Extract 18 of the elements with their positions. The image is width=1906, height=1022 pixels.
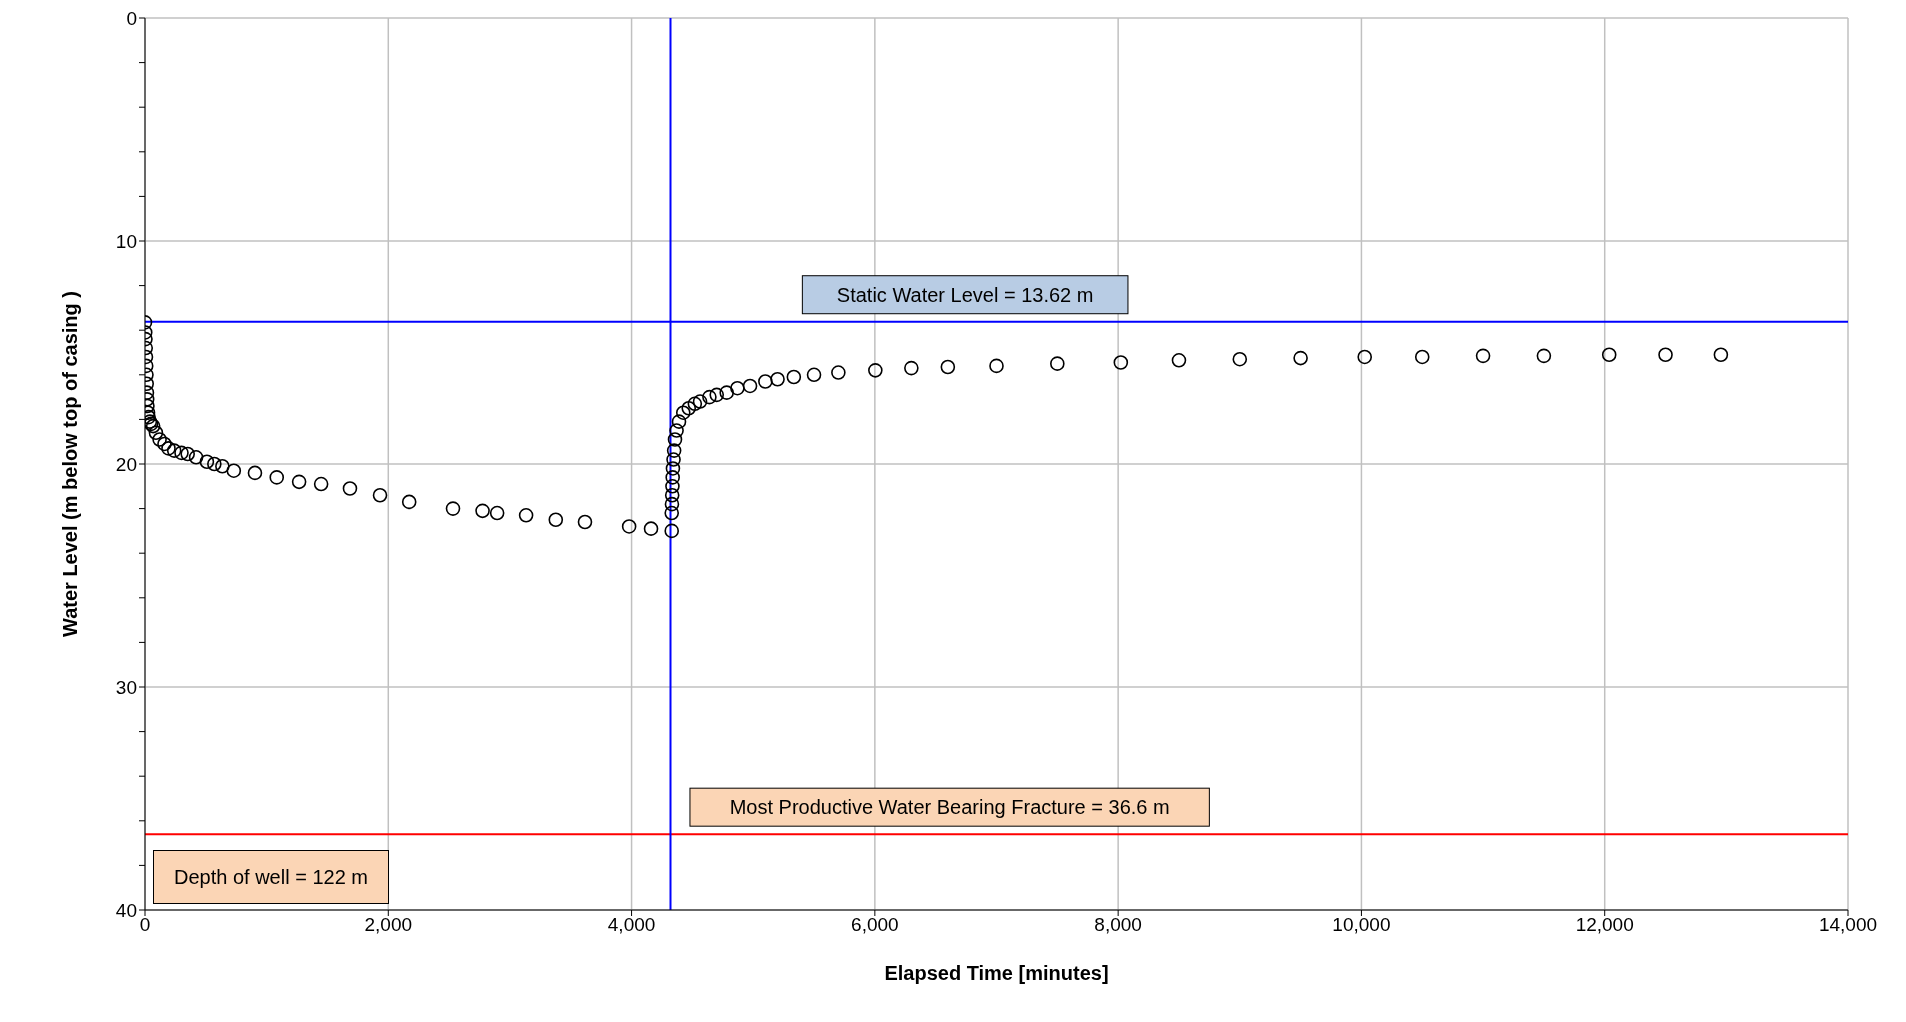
x-tick-label: 12,000	[1575, 914, 1634, 936]
y-axis-title: Water Level (m below top of casing )	[59, 291, 82, 637]
y-tick-label: 20	[115, 453, 137, 475]
y-tick-label: 10	[115, 230, 137, 252]
x-tick-label: 8,000	[1094, 914, 1142, 936]
y-tick-label: 30	[115, 676, 137, 698]
x-tick-label: 6,000	[851, 914, 899, 936]
y-tick-label: 0	[126, 7, 137, 29]
ref-line-label: Most Productive Water Bearing Fracture = 36.6 m	[729, 796, 1170, 819]
x-tick-label: 14,000	[1818, 914, 1878, 936]
x-axis-title: Elapsed Time [minutes]	[884, 962, 1109, 984]
x-tick-label: 2,000	[364, 914, 413, 936]
x-tick-label: 10,000	[1332, 914, 1391, 936]
annotation: Depth of well = 122 m	[153, 850, 389, 904]
x-tick-label: 0	[139, 914, 151, 936]
x-tick-label: 4,000	[607, 914, 656, 936]
y-tick-label: 40	[115, 899, 137, 921]
ref-line-label: Static Water Level = 13.62 m	[836, 283, 1094, 306]
